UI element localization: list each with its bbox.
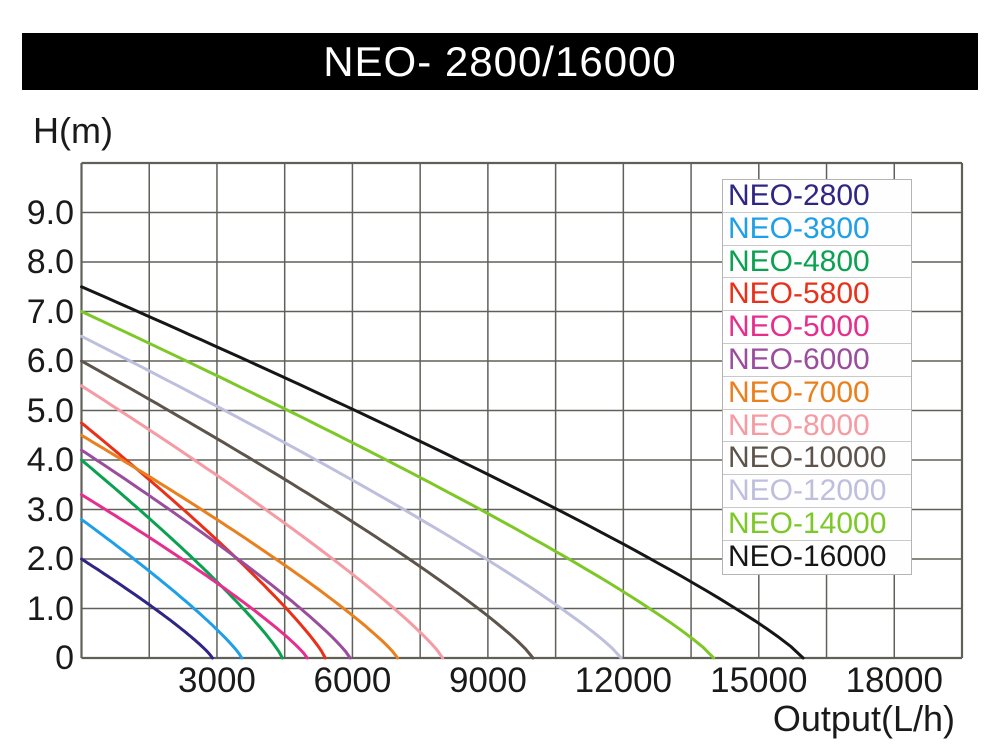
legend-item-neo-5800: NEO-5800 <box>723 278 911 312</box>
title-bar: NEO- 2800/16000 <box>22 33 978 90</box>
x-tick-6000: 6000 <box>313 661 392 700</box>
curve-neo-12000 <box>80 334 623 660</box>
curve-neo-5000 <box>80 493 309 660</box>
curve-neo-7000 <box>80 433 400 660</box>
curve-neo-2800 <box>80 557 214 660</box>
y-tick-8.0: 8.0 <box>26 243 74 281</box>
curve-neo-6000 <box>80 448 352 660</box>
y-tick-7.0: 7.0 <box>26 292 74 331</box>
x-tick-12000: 12000 <box>574 661 672 700</box>
x-tick-3000: 3000 <box>178 661 256 700</box>
curve-neo-10000 <box>80 359 535 660</box>
y-tick-6.0: 6.0 <box>26 342 74 380</box>
legend-item-neo-6000: NEO-6000 <box>723 343 911 377</box>
y-tick-3.0: 3.0 <box>26 490 74 529</box>
curve-neo-14000 <box>80 310 716 660</box>
legend-item-neo-7000: NEO-7000 <box>723 376 911 410</box>
x-tick-9000: 9000 <box>448 661 527 700</box>
curve-neo-4800 <box>80 458 284 660</box>
legend-item-neo-8000: NEO-8000 <box>723 409 911 443</box>
x-tick-18000: 18000 <box>845 661 943 700</box>
legend-item-neo-2800: NEO-2800 <box>723 180 911 213</box>
curve-neo-16000 <box>80 285 805 660</box>
curve-neo-3800 <box>80 517 244 660</box>
legend: NEO-2800 NEO-3800 NEO-4800 NEO-5800 NEO-5000… <box>722 179 912 575</box>
y-tick-4.0: 4.0 <box>26 441 74 479</box>
curve-neo-8000 <box>80 384 445 660</box>
y-axis-title: H(m) <box>33 110 113 151</box>
legend-item-neo-14000: NEO-14000 <box>723 507 911 541</box>
legend-item-neo-12000: NEO-12000 <box>723 475 911 508</box>
legend-item-neo-4800: NEO-4800 <box>723 245 911 279</box>
chart-title: NEO- 2800/16000 <box>323 37 677 85</box>
curve-neo-5800 <box>80 421 327 660</box>
x-tick-15000: 15000 <box>710 661 808 700</box>
legend-item-neo-10000: NEO-10000 <box>723 442 911 476</box>
y-tick-5.0: 5.0 <box>26 391 74 430</box>
y-tick-0: 0 <box>55 639 74 677</box>
x-axis-title: Output(L/h) <box>772 698 955 739</box>
legend-item-neo-3800: NEO-3800 <box>723 212 911 246</box>
y-tick-9.0: 9.0 <box>26 193 74 232</box>
legend-item-neo-16000: NEO-16000 <box>723 540 911 574</box>
y-tick-2.0: 2.0 <box>26 540 74 578</box>
y-tick-1.0: 1.0 <box>26 589 74 628</box>
legend-item-neo-5000: NEO-5000 <box>723 311 911 344</box>
